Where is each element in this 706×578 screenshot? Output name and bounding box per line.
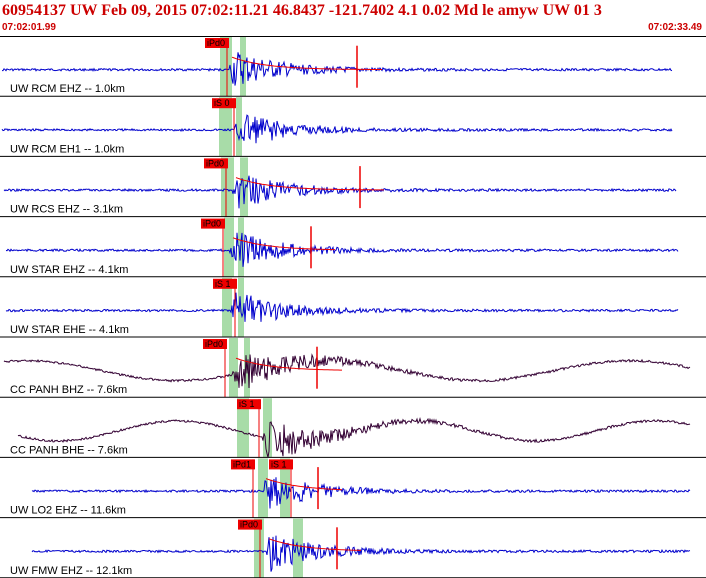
channel-label: UW RCS EHZ -- 3.1km	[10, 204, 123, 216]
channel-row[interactable]: iPd0 UW STAR EHZ -- 4.1km	[0, 217, 706, 278]
coda-decay-curve	[235, 357, 342, 371]
waveform-trace	[1, 114, 673, 144]
channel-label: UW LO2 EHZ -- 11.6km	[10, 505, 126, 517]
channel-label: CC PANH BHE -- 7.6km	[10, 444, 128, 456]
channel-label: UW RCM EHZ -- 1.0km	[10, 83, 125, 95]
channel-label: UW FMW EHZ -- 12.1km	[10, 565, 132, 577]
pick-label: iS 1	[215, 279, 231, 289]
channel-label: CC PANH BHZ -- 7.6km	[10, 384, 127, 396]
pick-window-band	[222, 277, 232, 337]
pick-flag[interactable]	[203, 339, 227, 349]
pick-flag[interactable]	[238, 519, 262, 530]
pick-window-band	[254, 518, 264, 578]
pick-window-band	[221, 157, 234, 217]
channel-label: UW STAR EHE -- 4.1km	[10, 324, 129, 336]
pick-window-band	[237, 398, 249, 458]
pick-label: iPd0	[205, 339, 223, 349]
end-time: 07:02:33.49	[648, 22, 702, 33]
pick-flag[interactable]	[237, 399, 261, 410]
coda-decay-curve	[235, 177, 384, 191]
pick-flag[interactable]	[201, 218, 225, 229]
channel-row[interactable]: iPd0 UW RCM EHZ -- 1.0km	[0, 37, 706, 97]
pick-window-band	[240, 157, 248, 217]
pick-label: iS 0	[214, 98, 230, 108]
waveform-trace	[5, 292, 679, 322]
event-title: 60954137 UW Feb 09, 2015 07:02:11.21 46.…	[2, 2, 602, 19]
trace-group: iPd0 UW RCM EHZ -- 1.0km iS 0 UW RCM EH1 --…	[0, 37, 706, 578]
pick-flag[interactable]	[269, 459, 293, 470]
channel-row[interactable]: iPd1 iS 1 UW LO2 EHZ -- 11.6km	[0, 458, 706, 519]
channel-row[interactable]: iPd0 CC PANH BHZ -- 7.6km	[0, 338, 706, 398]
pick-window-band	[240, 37, 246, 97]
waveform-trace	[2, 52, 673, 86]
channel-label: UW RCM EH1 -- 1.0km	[10, 143, 124, 155]
waveform-trace	[17, 416, 691, 458]
coda-decay-curve	[232, 237, 335, 251]
channel-row[interactable]: iPd0 UW RCS EHZ -- 3.1km	[0, 157, 706, 218]
pick-window-band	[219, 97, 232, 157]
channel-row[interactable]: iPd0 UW FMW EHZ -- 12.1km	[0, 518, 706, 578]
pick-flag[interactable]	[204, 158, 228, 169]
pick-label: iS 1	[271, 459, 287, 469]
seismogram-panel[interactable]: iPd0 UW RCM EHZ -- 1.0km iS 0 UW RCM EH1 --…	[0, 36, 706, 578]
pick-window-band	[236, 97, 242, 157]
pick-window-band	[263, 398, 272, 458]
pick-window-band	[220, 37, 232, 97]
pick-window-band	[229, 338, 238, 398]
coda-decay-curve	[265, 478, 343, 491]
channel-row[interactable]: iS 1 CC PANH BHE -- 7.6km	[0, 398, 706, 458]
pick-label: iPd1	[233, 459, 251, 469]
pick-flag[interactable]	[231, 459, 255, 470]
waveform-trace	[5, 232, 679, 267]
pick-label: iS 1	[239, 399, 255, 409]
pick-label: iPd0	[207, 38, 225, 48]
waveform-trace	[3, 353, 691, 389]
waveform-trace	[31, 535, 691, 572]
pick-flag[interactable]	[205, 38, 229, 48]
waveform-trace	[31, 477, 691, 509]
pick-label: iPd0	[240, 520, 258, 530]
pick-label: iPd0	[206, 158, 224, 168]
pick-label: iPd0	[203, 219, 221, 229]
pick-window-band	[258, 458, 268, 518]
channel-row[interactable]: iS 0 UW RCM EH1 -- 1.0km	[0, 97, 706, 157]
start-time: 07:02:01.99	[2, 22, 56, 33]
pick-flag[interactable]	[213, 278, 237, 289]
coda-decay-curve	[268, 538, 361, 551]
pick-window-band	[224, 217, 234, 277]
channel-label: UW STAR EHZ -- 4.1km	[10, 264, 128, 276]
channel-row[interactable]: iS 1 UW STAR EHE -- 4.1km	[0, 277, 706, 338]
pick-flag[interactable]	[212, 98, 236, 109]
